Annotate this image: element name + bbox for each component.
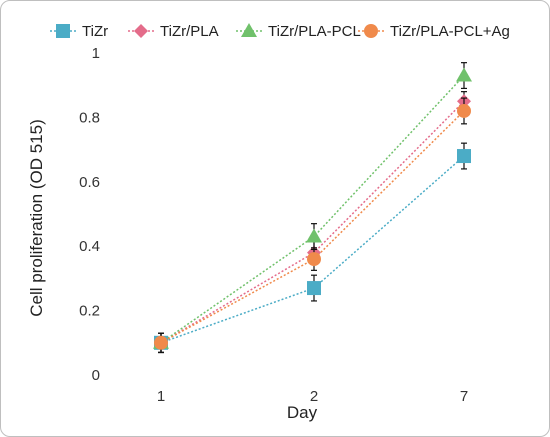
series-tizr-pla (154, 91, 471, 354)
legend-label: TiZr/PLA-PCL (268, 23, 361, 40)
x-axis-title: Day (287, 403, 318, 422)
series-line (160, 75, 465, 344)
square-marker (307, 281, 321, 296)
legend-label: TiZr/PLA (160, 23, 219, 40)
triangle-marker (241, 23, 257, 37)
y-tick-label: 0.2 (79, 303, 100, 320)
circle-marker (457, 103, 471, 118)
circle-marker (307, 252, 321, 267)
legend-item: TiZr (50, 23, 108, 40)
square-marker (56, 24, 70, 38)
legend-item: TiZr/PLA-PCL+Ag (358, 23, 510, 40)
circle-marker (364, 24, 378, 38)
triangle-marker (306, 228, 322, 243)
square-marker (457, 149, 471, 164)
series-line (160, 110, 465, 344)
series-tizr-pla-pcl-ag (154, 97, 471, 354)
legend-label: TiZr (82, 23, 108, 40)
axes: 0 0.2 0.4 0.6 0.8 1 1 2 7 (79, 45, 468, 405)
legend-item: TiZr/PLA-PCL (236, 23, 361, 40)
series-tizr-pla-pcl (153, 62, 472, 354)
plot-area (153, 62, 472, 354)
circle-marker (154, 335, 168, 350)
y-axis-title: Cell proliferation (OD 515) (27, 119, 46, 316)
y-tick-label: 0.6 (79, 174, 100, 191)
triangle-marker (456, 67, 472, 82)
legend-item: TiZr/PLA (128, 23, 219, 40)
series-line (160, 100, 465, 344)
legend-label: TiZr/PLA-PCL+Ag (390, 23, 510, 40)
diamond-marker (134, 24, 148, 38)
y-tick-label: 0.8 (79, 109, 100, 126)
x-tick-label: 7 (460, 388, 468, 405)
y-tick-label: 0.4 (79, 238, 100, 255)
legend: TiZr TiZr/PLA TiZr/PLA-PCL TiZr/PLA-PCL+Ag (50, 23, 510, 40)
x-tick-label: 2 (310, 388, 318, 405)
y-tick-label: 0 (92, 367, 100, 384)
x-tick-label: 1 (157, 388, 165, 405)
y-tick-label: 1 (92, 45, 100, 62)
